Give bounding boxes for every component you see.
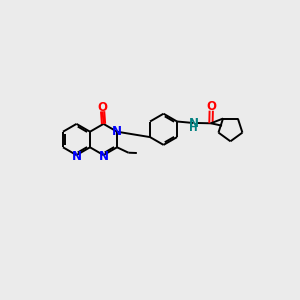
Text: N: N bbox=[112, 125, 122, 138]
Text: O: O bbox=[206, 100, 216, 113]
Text: N: N bbox=[71, 149, 82, 163]
Text: N: N bbox=[189, 117, 199, 130]
Text: O: O bbox=[98, 100, 108, 114]
Text: N: N bbox=[99, 149, 109, 163]
Text: H: H bbox=[190, 123, 198, 133]
